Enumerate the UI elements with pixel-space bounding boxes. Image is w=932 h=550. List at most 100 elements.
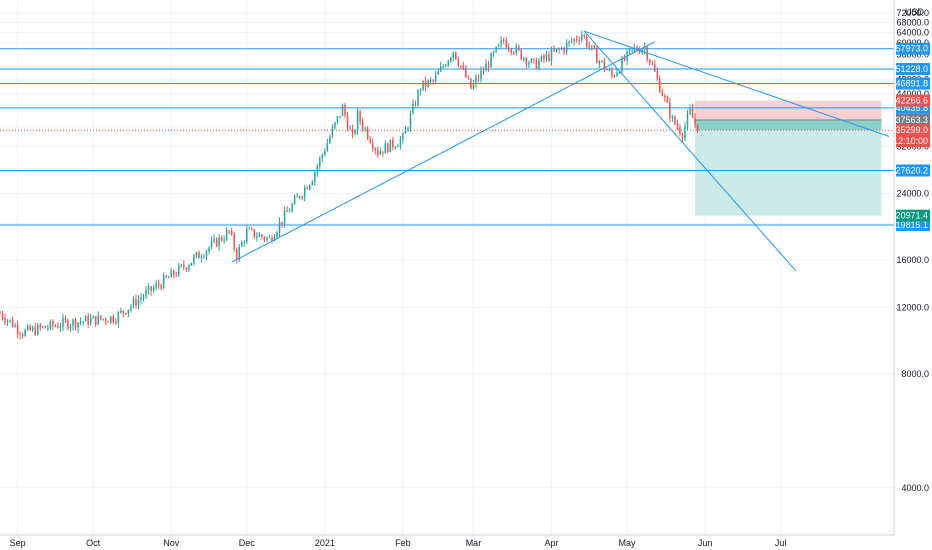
candle-body <box>178 265 180 276</box>
candle-body <box>203 256 205 258</box>
candle-body <box>125 312 127 315</box>
candle-body <box>477 77 480 80</box>
candle-body <box>603 60 606 70</box>
candle-body <box>140 297 142 300</box>
candle-body <box>341 105 344 116</box>
candle-body <box>618 72 621 74</box>
candle-body <box>565 42 568 52</box>
candle-body <box>225 230 228 240</box>
candle-body <box>296 196 298 198</box>
candle-body <box>180 264 183 266</box>
candle-body <box>518 46 520 50</box>
candle-body <box>586 36 588 46</box>
candle-body <box>512 52 515 54</box>
stop-tag-bg <box>896 94 930 107</box>
candle-body <box>223 239 225 241</box>
currency-label[interactable]: USD <box>905 7 925 17</box>
x-tick-label: Feb <box>395 538 411 548</box>
candle-body <box>465 68 467 78</box>
x-tick-label: Jul <box>775 538 787 548</box>
candle-body <box>49 321 52 328</box>
candle-body <box>455 51 457 60</box>
candle-body <box>694 117 696 125</box>
trendline <box>583 30 797 272</box>
candles <box>0 30 699 340</box>
candle-body <box>198 252 200 259</box>
candle-body <box>4 318 6 323</box>
position-zones[interactable] <box>695 100 882 216</box>
candle-body <box>472 83 475 89</box>
candle-body <box>286 210 288 212</box>
candle-body <box>173 270 175 276</box>
candle-body <box>233 234 235 250</box>
candle-body <box>548 54 550 61</box>
candle-body <box>339 115 341 117</box>
candle-body <box>215 238 218 247</box>
candle-body <box>659 78 661 93</box>
candle-body <box>122 310 125 313</box>
candle-body <box>593 45 596 50</box>
candle-body <box>1 313 4 319</box>
candle-body <box>397 146 399 148</box>
candle-body <box>6 320 9 323</box>
candle-body <box>588 45 591 47</box>
candle-body <box>371 142 374 149</box>
candle-body <box>628 48 631 52</box>
candle-body <box>598 61 601 64</box>
x-tick-label: Dec <box>239 538 256 548</box>
candle-body <box>669 102 671 119</box>
candle-body <box>34 327 37 335</box>
candle-body <box>57 325 59 328</box>
candle-body <box>0 312 1 314</box>
candle-body <box>429 80 432 82</box>
candle-body <box>631 48 633 50</box>
candle-body <box>681 134 684 139</box>
candle-body <box>246 229 248 242</box>
y-tick-label: 64000.0 <box>896 27 929 37</box>
candle-body <box>326 142 329 152</box>
y-tick-label: 24000.0 <box>896 189 929 199</box>
candle-body <box>99 315 102 320</box>
candle-body <box>92 316 94 319</box>
candle-body <box>439 66 442 72</box>
level-tag: 46891.8 <box>895 79 928 89</box>
candle-body <box>16 325 19 334</box>
candle-body <box>293 196 296 205</box>
candle-body <box>238 246 240 260</box>
candle-body <box>301 196 303 198</box>
candle-body <box>419 89 422 91</box>
candle-body <box>72 319 74 326</box>
candle-body <box>387 143 389 153</box>
candle-body <box>298 196 301 198</box>
candle-body <box>69 325 72 329</box>
candle-body <box>450 57 452 61</box>
trendlines[interactable] <box>231 30 890 272</box>
candle-body <box>520 49 523 60</box>
horizontal-levels[interactable] <box>0 48 894 226</box>
candle-body <box>447 60 450 66</box>
candle-body <box>165 275 167 278</box>
candle-body <box>422 80 424 90</box>
candle-body <box>578 40 580 42</box>
candle-body <box>573 38 575 42</box>
candle-body <box>354 130 356 134</box>
candle-body <box>528 62 530 65</box>
entry-tag: 37563.3 <box>895 115 928 125</box>
candle-body <box>276 232 278 238</box>
candle-body <box>319 157 321 167</box>
candle-body <box>437 71 439 75</box>
take-profit-zone <box>695 130 882 216</box>
candle-body <box>545 54 548 59</box>
candle-body <box>44 326 47 329</box>
candle-body <box>487 63 490 68</box>
candle-body <box>251 228 253 230</box>
time-axis[interactable]: Sep Oct Nov Dec 2021 Feb Mar Apr May Jun Jul <box>0 534 894 548</box>
candle-body <box>563 47 565 52</box>
candle-body <box>261 234 263 238</box>
candle-body <box>596 49 598 64</box>
stop-loss-zone <box>695 100 882 120</box>
candle-body <box>256 236 258 238</box>
candle-body <box>674 116 676 124</box>
